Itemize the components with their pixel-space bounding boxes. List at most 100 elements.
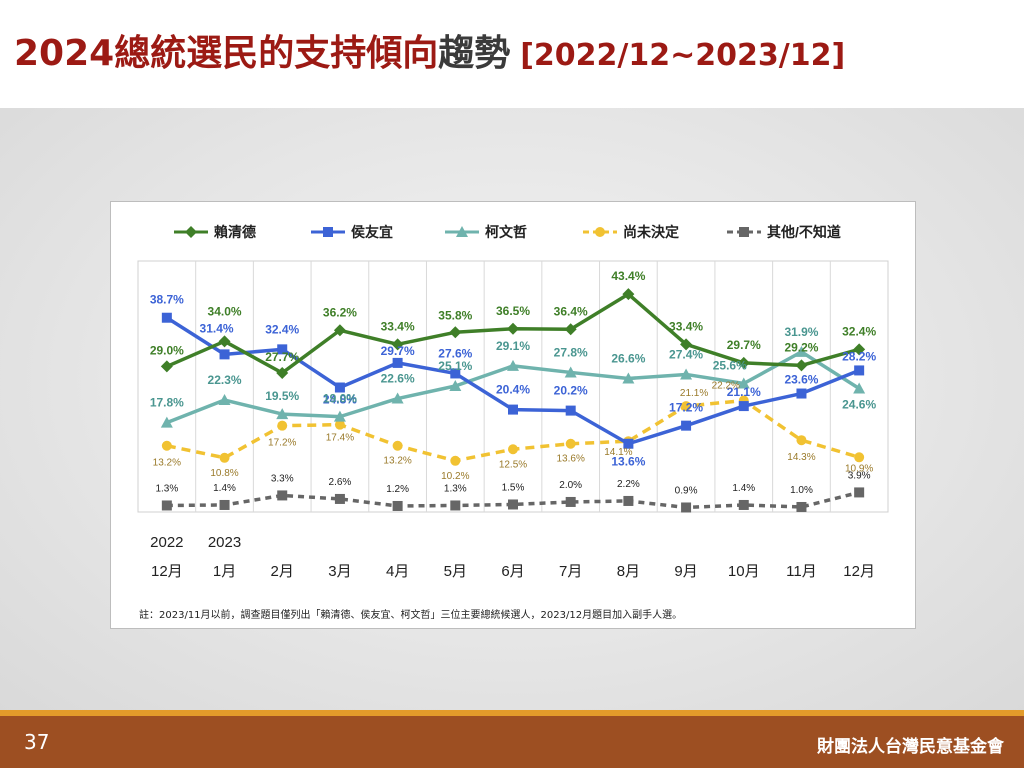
data-point-0-1 xyxy=(218,335,231,348)
data-label-2-0: 17.8% xyxy=(150,396,184,410)
footer-stripe xyxy=(0,710,1024,716)
data-point-2-9 xyxy=(680,368,693,380)
data-label-3-9: 21.1% xyxy=(680,388,708,399)
data-label-4-12: 3.9% xyxy=(848,470,871,481)
data-label-3-0: 13.2% xyxy=(153,458,181,469)
data-point-2-7 xyxy=(564,366,577,378)
data-label-1-0: 38.7% xyxy=(150,293,184,307)
data-label-1-6: 20.4% xyxy=(496,383,530,397)
data-label-3-1: 10.8% xyxy=(210,468,238,479)
legend-label-2: 柯文哲 xyxy=(485,224,527,240)
data-label-2-6: 29.1% xyxy=(496,339,530,353)
data-point-2-6 xyxy=(507,359,519,371)
data-point-0-8 xyxy=(622,288,635,301)
data-label-2-3: 19.0% xyxy=(323,392,357,406)
data-label-4-8: 2.2% xyxy=(617,479,640,490)
data-label-2-10: 25.6% xyxy=(713,358,747,372)
data-point-2-0 xyxy=(160,416,173,428)
data-label-3-8: 14.1% xyxy=(604,447,632,458)
legend-marker-4 xyxy=(739,227,749,237)
data-point-3-4 xyxy=(392,440,403,451)
legend-marker-2 xyxy=(456,226,468,237)
data-label-1-10: 21.1% xyxy=(727,385,761,399)
data-label-3-3: 17.4% xyxy=(326,433,354,444)
data-point-4-10 xyxy=(738,499,749,510)
data-point-2-1 xyxy=(218,394,231,406)
data-label-4-2: 3.3% xyxy=(271,473,294,484)
data-point-1-4 xyxy=(392,357,403,368)
data-point-2-3 xyxy=(333,410,346,422)
data-label-2-7: 27.8% xyxy=(554,345,588,359)
series-line-1 xyxy=(165,316,860,446)
data-label-3-4: 13.2% xyxy=(383,456,411,467)
data-point-1-9 xyxy=(681,420,692,431)
data-label-3-2: 17.2% xyxy=(268,438,296,449)
data-label-0-6: 36.5% xyxy=(496,304,530,318)
data-point-4-12 xyxy=(854,487,865,498)
data-label-3-11: 14.3% xyxy=(787,452,815,463)
data-point-0-4 xyxy=(391,338,404,351)
data-point-4-2 xyxy=(277,490,288,501)
data-label-0-10: 29.7% xyxy=(727,338,761,352)
data-point-0-3 xyxy=(333,324,346,337)
data-label-0-9: 33.4% xyxy=(669,319,703,333)
title-range: [2022/12~2023/12] xyxy=(520,38,846,73)
title-main: 2024總統選民的支持傾向 xyxy=(14,33,439,74)
data-label-0-5: 35.8% xyxy=(438,308,472,322)
data-point-3-7 xyxy=(565,438,576,449)
data-label-4-11: 1.0% xyxy=(790,485,813,496)
data-point-0-5 xyxy=(449,326,462,339)
data-label-0-12: 32.4% xyxy=(842,324,876,338)
legend-marker-0 xyxy=(185,226,197,238)
data-point-0-0 xyxy=(160,360,173,373)
data-point-1-10 xyxy=(738,401,749,412)
data-label-3-6: 12.5% xyxy=(499,459,527,470)
data-label-1-11: 23.6% xyxy=(784,373,818,387)
data-label-1-1: 31.4% xyxy=(200,321,234,335)
data-point-2-5 xyxy=(449,379,462,391)
page-number: 37 xyxy=(24,730,50,754)
data-point-1-1 xyxy=(219,349,230,360)
x-tick-label-5: 5月 xyxy=(444,563,467,580)
chart-footnote: 註：2023/11月以前，調查題目僅列出「賴清德、侯友宜、柯文哲」三位主要總統候… xyxy=(139,610,683,621)
data-label-0-1: 34.0% xyxy=(208,304,242,318)
data-label-2-2: 19.5% xyxy=(265,389,299,403)
data-label-4-3: 2.6% xyxy=(329,477,352,488)
data-point-2-11 xyxy=(795,345,808,357)
data-point-1-8 xyxy=(623,438,634,449)
legend-label-3: 尚未決定 xyxy=(623,224,679,240)
data-point-1-7 xyxy=(565,405,576,416)
data-point-1-6 xyxy=(508,404,518,415)
data-label-0-3: 36.2% xyxy=(323,305,357,319)
data-point-3-9 xyxy=(681,401,692,412)
data-label-0-4: 33.4% xyxy=(381,319,415,333)
x-tick-label-6: 6月 xyxy=(501,563,524,580)
x-tick-label-12: 12月 xyxy=(843,563,875,580)
x-tick-label-10: 10月 xyxy=(728,563,760,580)
data-point-3-3 xyxy=(334,419,345,430)
data-point-4-0 xyxy=(161,500,172,511)
data-label-4-6: 1.5% xyxy=(502,482,525,493)
data-point-4-5 xyxy=(450,500,461,511)
data-label-2-11: 31.9% xyxy=(784,325,818,339)
x-tick-label-2: 2月 xyxy=(271,563,294,580)
data-label-1-9: 17.2% xyxy=(669,401,703,415)
data-point-4-8 xyxy=(623,495,634,506)
x-year-label-1: 2023 xyxy=(208,534,241,551)
data-point-4-9 xyxy=(681,502,692,513)
data-point-1-11 xyxy=(796,388,807,399)
data-label-3-12: 10.9% xyxy=(845,463,873,474)
data-point-3-1 xyxy=(219,452,230,463)
data-label-0-2: 27.7% xyxy=(265,350,299,364)
legend-label-0: 賴清德 xyxy=(214,224,256,240)
data-label-1-12: 28.2% xyxy=(842,349,876,363)
data-point-2-10 xyxy=(737,377,750,389)
data-label-0-8: 43.4% xyxy=(611,269,645,283)
legend-label-4: 其他/不知道 xyxy=(767,224,841,240)
x-tick-label-9: 9月 xyxy=(674,563,697,580)
data-point-4-1 xyxy=(219,499,230,510)
data-point-4-6 xyxy=(508,499,518,510)
legend-label-1: 侯友宜 xyxy=(351,224,393,240)
data-label-0-7: 36.4% xyxy=(554,304,588,318)
legend-marker-1 xyxy=(323,227,333,237)
